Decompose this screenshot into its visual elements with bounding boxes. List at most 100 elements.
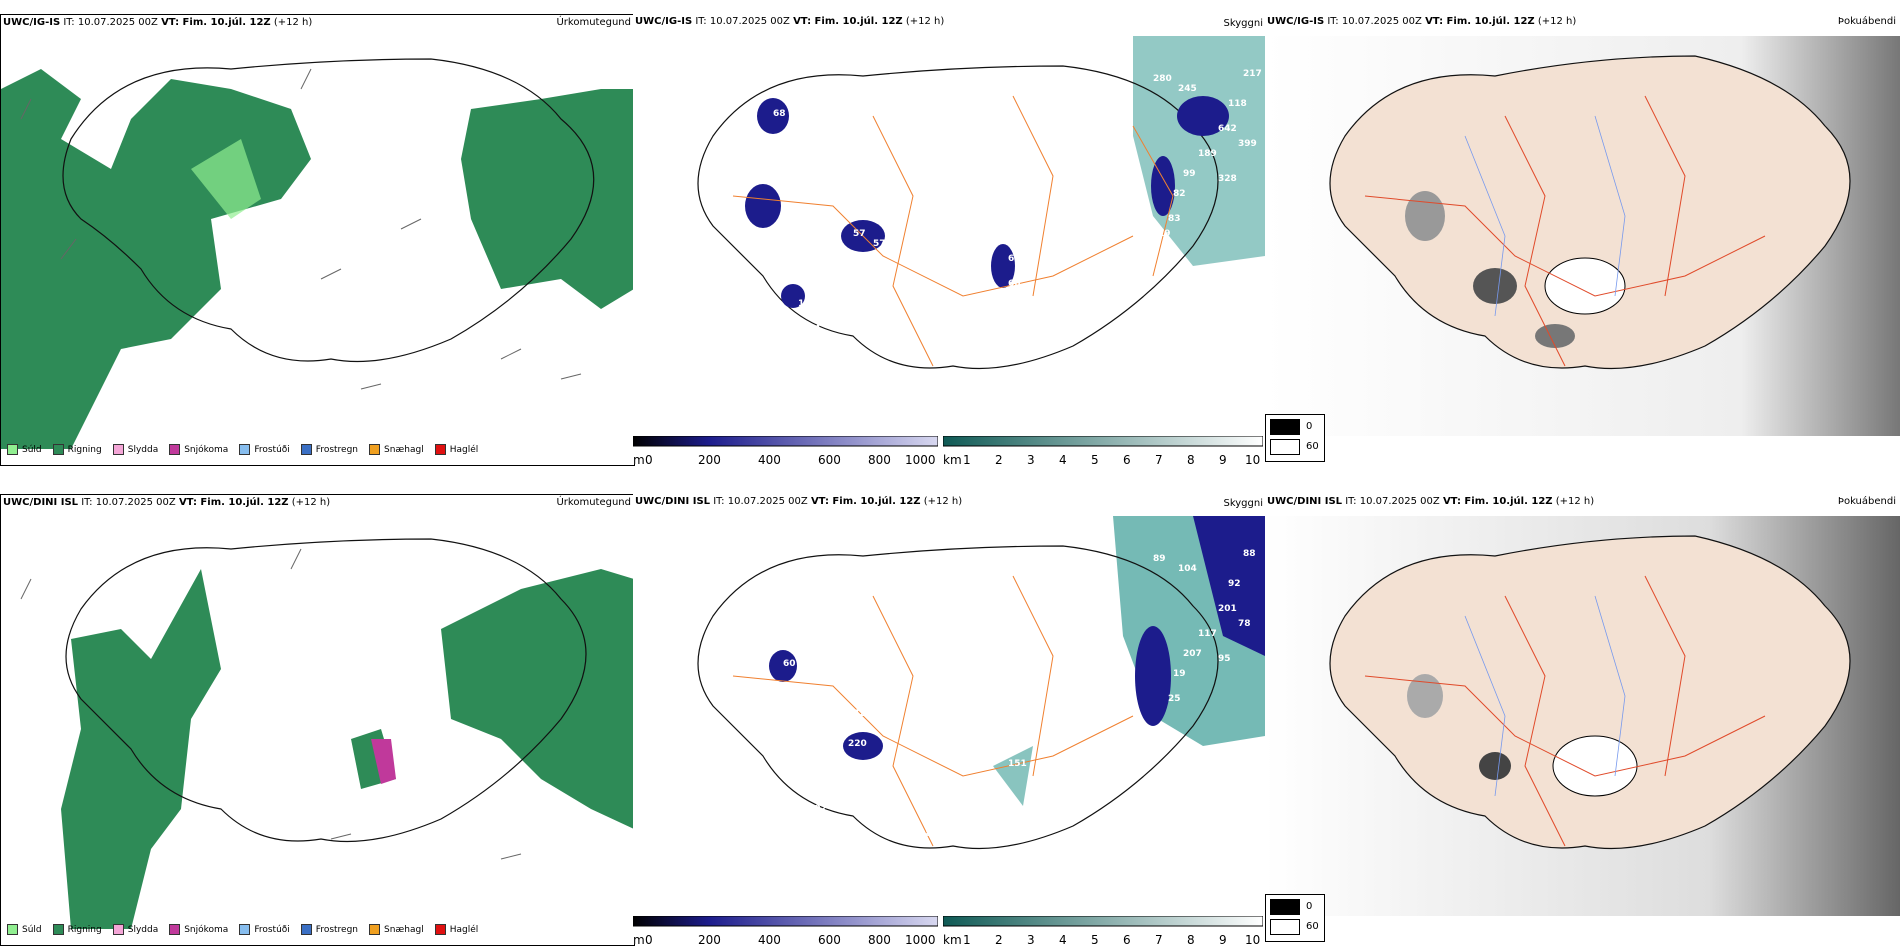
legend-item: Slydda — [112, 444, 158, 455]
visibility-value: 40 — [743, 649, 756, 659]
precip-map — [20, 538, 634, 929]
panel-title: UWC/DINI ISL IT: 10.07.2025 00Z VT: Fim.… — [3, 497, 331, 508]
visibility-value: 238 — [913, 829, 932, 839]
precip-legend: Súld Rigning Slydda Snjókoma Frostúði Fr… — [7, 444, 478, 455]
visibility-value: 86 — [838, 279, 851, 289]
fog-label: Þokuábendi — [1837, 16, 1896, 27]
fog-label: Þokuábendi — [1837, 496, 1896, 507]
visibility-value: 72 — [853, 709, 866, 719]
legend-swatch — [300, 924, 312, 935]
visibility-value: 57 — [853, 229, 866, 239]
legend-swatch — [112, 924, 124, 935]
visibility-value: 173 — [913, 699, 932, 709]
visibility-value: 80 — [783, 709, 796, 719]
visibility-value: 151 — [1008, 759, 1027, 769]
fog-legend: 0 60 — [1265, 414, 1325, 462]
precip-legend: Súld Rigning Slydda Snjókoma Frostúði Fr… — [7, 924, 478, 935]
visibility-value: 27 — [783, 179, 796, 189]
legend-item: Snæhagl — [369, 444, 424, 455]
visibility-value: 72 — [913, 349, 926, 359]
visibility-value: 117 — [1198, 629, 1217, 639]
visibility-value: 189 — [1198, 149, 1217, 159]
visibility-value: 256 — [743, 169, 762, 179]
fog-panel-2: UWC/DINI ISL IT: 10.07.2025 00Z VT: Fim.… — [1265, 494, 1900, 944]
visibility-value: 118 — [1228, 99, 1247, 109]
visibility-value: 104 — [1178, 564, 1197, 574]
panel-title: UWC/IG-IS IT: 10.07.2025 00Z VT: Fim. 10… — [1267, 16, 1577, 27]
precip-label: Úrkomutegund — [556, 17, 631, 28]
visibility-value: 60 — [783, 659, 796, 669]
legend-swatch — [239, 924, 251, 935]
legend-item: Frostregn — [300, 444, 358, 455]
panel-title: UWC/IG-IS IT: 10.07.2025 00Z VT: Fim. 10… — [3, 17, 313, 28]
legend-swatch — [369, 924, 381, 935]
visibility-value: 99 — [1183, 169, 1196, 179]
visibility-value: 56 — [783, 259, 796, 269]
visibility-value: 82 — [1173, 189, 1186, 199]
legend-swatch — [169, 444, 181, 455]
colorbar-km: km 1 2 3 4 5 6 7 8 9 10 — [942, 915, 1264, 944]
legend-item: Rigning — [52, 444, 102, 455]
precip-label: Úrkomutegund — [556, 497, 631, 508]
visibility-value: 65 — [753, 739, 766, 749]
visibility-value: 68 — [773, 109, 786, 119]
visibility-value: 72 — [753, 259, 766, 269]
legend-item: Haglél — [434, 924, 478, 935]
visibility-value: 89 — [1153, 554, 1166, 564]
legend-swatch — [1270, 419, 1300, 435]
visibility-value: 88 — [1243, 549, 1256, 559]
visibility-value: 69 — [873, 719, 886, 729]
legend-swatch — [1270, 439, 1300, 455]
cloud-label: Skyggni — [1223, 498, 1263, 509]
visibility-value: 103 — [798, 299, 817, 309]
legend-swatch — [7, 444, 18, 455]
legend-swatch — [7, 924, 18, 935]
fog-panel-1: UWC/IG-IS IT: 10.07.2025 00Z VT: Fim. 10… — [1265, 14, 1900, 464]
visibility-value: 63 — [1008, 254, 1021, 264]
visibility-value: 110 — [798, 779, 817, 789]
visibility-value: 217 — [1243, 69, 1262, 79]
legend-swatch — [434, 444, 446, 455]
legend-swatch — [112, 444, 124, 455]
legend-swatch — [1270, 919, 1300, 935]
visibility-value: 83 — [1168, 214, 1181, 224]
visibility-value: 399 — [1238, 139, 1257, 149]
fog-map — [1265, 36, 1900, 436]
visibility-value: 642 — [1218, 124, 1237, 134]
legend-item: Snjókoma — [169, 444, 228, 455]
legend-swatch — [239, 444, 251, 455]
legend-swatch — [434, 924, 446, 935]
visibility-value: 328 — [1218, 174, 1237, 184]
visibility-value: 201 — [1218, 604, 1237, 614]
legend-item: Frostregn — [300, 924, 358, 935]
visibility-value: 280 — [1153, 74, 1172, 84]
legend-swatch — [300, 444, 312, 455]
visibility-value: 85 — [803, 239, 816, 249]
panel-title: UWC/DINI ISL IT: 10.07.2025 00Z VT: Fim.… — [635, 496, 963, 507]
legend-item: Snæhagl — [369, 924, 424, 935]
visibility-value: 220 — [838, 759, 857, 769]
precip-panel-1: UWC/IG-IS IT: 10.07.2025 00Z VT: Fim. 10… — [0, 14, 635, 466]
visibility-value: 74 — [808, 324, 821, 334]
visibility-value: 95 — [1218, 654, 1231, 664]
panel-title: UWC/IG-IS IT: 10.07.2025 00Z VT: Fim. 10… — [635, 16, 945, 27]
visibility-value: 92 — [1228, 579, 1241, 589]
legend-item: Frostúði — [239, 444, 290, 455]
colorbar-km: km 1 2 3 4 5 6 7 8 9 10 — [942, 435, 1264, 464]
legend-item: Súld — [7, 444, 42, 455]
visibility-value: 326 — [1008, 734, 1027, 744]
legend-item: Rigning — [52, 924, 102, 935]
legend-item: Slydda — [112, 924, 158, 935]
legend-item: Haglél — [434, 444, 478, 455]
visibility-value: 245 — [1178, 84, 1197, 94]
legend-swatch — [1270, 899, 1300, 915]
cloud-label: Skyggni — [1223, 18, 1263, 29]
cloud-map: 163 40 60 80 65 62 54 69 72 220 220 110 102 173 238 326… — [697, 516, 1265, 850]
visibility-value: 220 — [848, 739, 867, 749]
visibility-value: 54 — [783, 739, 796, 749]
legend-item: Súld — [7, 924, 42, 935]
colorbar-m: m 0 200 400 600 800 1000 — [633, 435, 939, 464]
legend-item: Frostúði — [239, 924, 290, 935]
legend-swatch — [369, 444, 381, 455]
visibility-value: 57 — [873, 239, 886, 249]
